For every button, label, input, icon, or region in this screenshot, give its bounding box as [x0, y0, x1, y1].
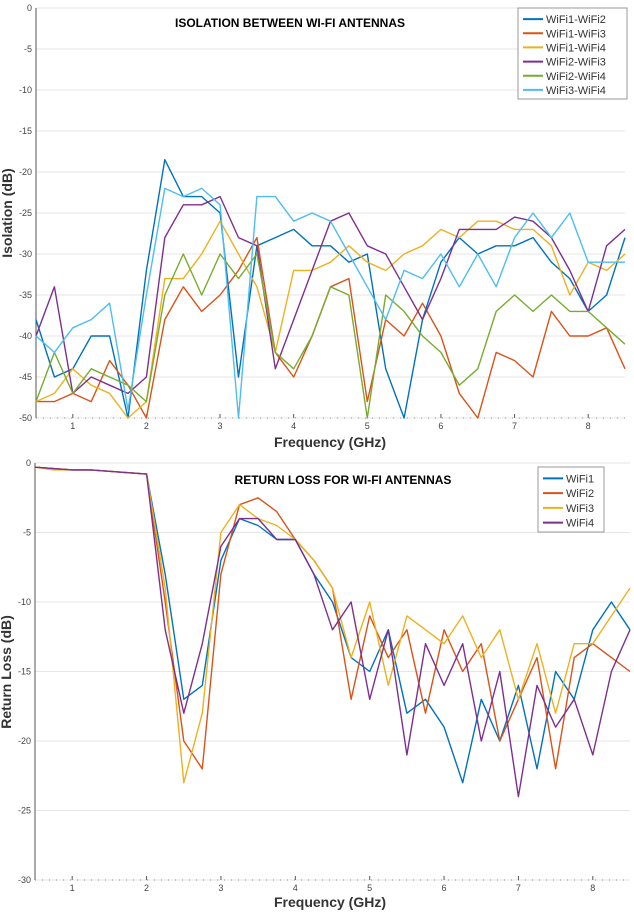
chart-title: ISOLATION BETWEEN WI-FI ANTENNAS: [175, 16, 405, 30]
x-tick-label: 6: [442, 883, 447, 893]
legend-entry: WiFi1-WiFi2: [546, 14, 606, 26]
y-tick-label: -15: [19, 126, 32, 136]
y-tick-label: 0: [27, 3, 32, 13]
chart-title: RETURN LOSS FOR WI-FI ANTENNAS: [235, 473, 452, 487]
series-line-wifi3-wifi4: [35, 187, 625, 419]
legend-entry: WiFi1: [566, 473, 594, 485]
series-line-wifi4: [34, 466, 631, 798]
legend-entry: WiFi1-WiFi4: [546, 42, 606, 54]
x-axis-label: Frequency (GHz): [274, 434, 386, 450]
y-tick-label: -10: [19, 85, 32, 95]
x-tick-label: 7: [516, 883, 521, 893]
x-tick-label: 5: [365, 421, 370, 431]
legend-entry: WiFi3: [566, 503, 594, 515]
y-tick-label: -25: [19, 208, 32, 218]
legend-entry: WiFi2-WiFi4: [546, 71, 606, 83]
x-tick-label: 2: [144, 883, 149, 893]
y-tick-label: -10: [18, 597, 31, 607]
y-tick-label: -5: [23, 528, 31, 538]
x-tick-label: 8: [590, 883, 595, 893]
x-tick-label: 1: [70, 883, 75, 893]
x-tick-label: 4: [293, 883, 298, 893]
chart-1: 0 -5 -10 -15 -20 -25 -30 -35 -40 -45 -50 1 2 3 4 5 6 7 8 IS…: [0, 3, 628, 450]
y-tick-label: -40: [19, 331, 32, 341]
legend: WiFi1 WiFi2 WiFi3 WiFi4: [537, 466, 605, 533]
y-tick-label: 0: [26, 458, 31, 468]
x-tick-label: 6: [438, 421, 443, 431]
series-line-wifi1-wifi4: [35, 220, 626, 419]
x-tick-label: 8: [586, 421, 591, 431]
y-tick-label: -50: [19, 413, 32, 423]
legend-entry: WiFi3-WiFi4: [546, 85, 606, 97]
y-axis-label: Return Loss (dB): [0, 615, 14, 729]
series-line-wifi2-wifi4: [35, 253, 626, 419]
y-tick-label: -45: [19, 372, 32, 382]
x-tick-label: 4: [291, 421, 296, 431]
y-tick-label: -25: [18, 806, 31, 816]
x-tick-label: 3: [218, 883, 223, 893]
y-tick-label: -35: [19, 290, 32, 300]
x-axis-label: Frequency (GHz): [274, 894, 386, 910]
x-tick-label: 2: [144, 421, 149, 431]
y-tick-label: -15: [18, 667, 31, 677]
y-axis-label: Isolation (dB): [0, 168, 15, 257]
chart-2: 0 -5 -10 -15 -20 -25 -30 1 2 3 4 5 6 7 8 RETURN LOSS FO…: [0, 458, 631, 910]
y-tick-label: -5: [24, 44, 32, 54]
legend-entry: WiFi2: [566, 488, 594, 500]
x-tick-label: 7: [512, 421, 517, 431]
legend-entry: WiFi2-WiFi3: [546, 57, 606, 69]
legend-box: [517, 7, 628, 100]
legend-entry: WiFi4: [566, 518, 594, 530]
legend: WiFi1-WiFi2 WiFi1-WiFi3 WiFi1-WiFi4 WiFi2-W…: [517, 7, 628, 100]
x-tick-label: 5: [367, 883, 372, 893]
x-tick-label: 3: [218, 421, 223, 431]
y-tick-label: -30: [19, 249, 32, 259]
legend-entry: WiFi1-WiFi3: [546, 28, 606, 40]
y-tick-label: -20: [18, 736, 31, 746]
y-tick-label: -20: [19, 167, 32, 177]
y-tick-label: -30: [18, 875, 31, 885]
x-tick-label: 1: [70, 421, 75, 431]
